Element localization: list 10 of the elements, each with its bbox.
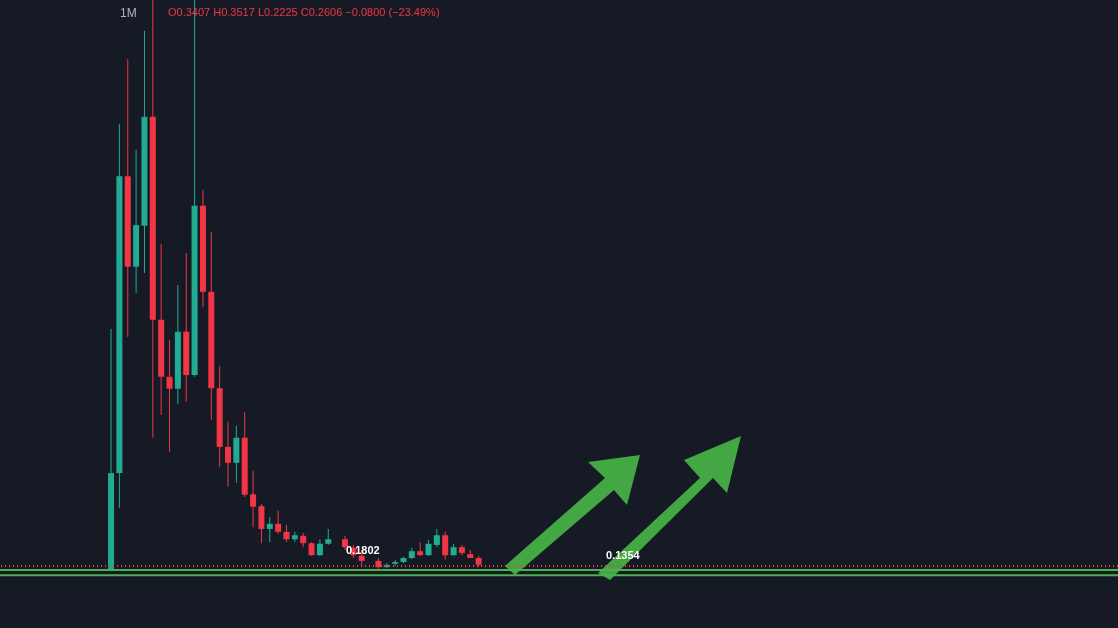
candlestick	[266, 516, 273, 543]
candlestick	[225, 421, 232, 488]
candlestick	[258, 503, 265, 544]
text: 1M	[120, 6, 137, 20]
candlestick	[442, 531, 449, 561]
candlestick	[433, 528, 440, 548]
candlestick	[250, 470, 257, 528]
candlestick	[275, 510, 282, 535]
candlestick	[166, 339, 173, 453]
candlestick	[392, 559, 399, 567]
